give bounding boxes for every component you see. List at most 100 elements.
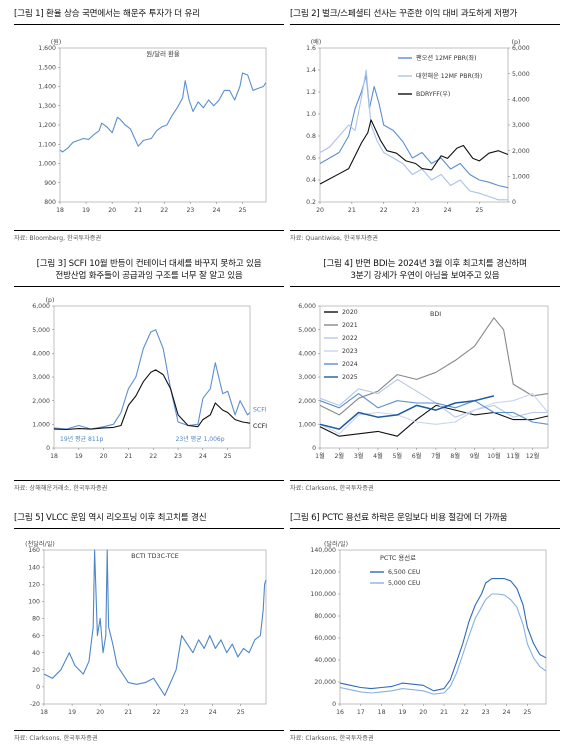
x-tick-label: 10월 (487, 452, 501, 460)
y-tick-label: 60 (32, 633, 40, 640)
source-rule (14, 480, 284, 481)
chart-title-line-2: 전방산업 화주들이 공급과잉 구조를 너무 잘 알고 있음 (55, 271, 243, 281)
x-tick-label: 20 (100, 453, 108, 460)
x-tick-label: 4월 (373, 452, 383, 460)
y2-tick-label: 0 (512, 199, 516, 206)
series-end-label: CCFI (253, 423, 267, 430)
y-tick-label: 1,600 (38, 45, 56, 52)
series-line-2025 (319, 395, 495, 430)
x-tick-label: 6월 (412, 452, 422, 460)
y2-tick-label: 6,000 (512, 45, 530, 52)
series-line-bcti-td3c-tce (43, 549, 267, 696)
source-note: 자료: Clarksons, 한국투자증권 (290, 735, 374, 742)
title-rule (14, 286, 284, 287)
y-axis-unit: (천달러/일) (25, 540, 55, 548)
x-tick-label: 24 (444, 207, 452, 214)
y-tick-label: 20 (32, 667, 40, 674)
y-tick-label: 100 (28, 599, 40, 606)
source-rule (14, 230, 284, 231)
y-axis-unit: (p) (46, 297, 55, 304)
y-tick-label: 0.6 (306, 155, 316, 162)
annotation-2023-average: 23년 평균 1,006p (176, 435, 225, 443)
x-tick-label: 5월 (392, 452, 402, 460)
y-tick-label: 140 (28, 564, 40, 571)
x-tick-label: 9월 (470, 452, 480, 460)
legend-label: 대한해운 12MF PBR(좌) (416, 72, 482, 80)
title-rule (14, 528, 284, 529)
plot-frame (339, 549, 547, 705)
series-label: PCTC 용선료 (380, 553, 416, 562)
x-tick-label: 23 (186, 207, 194, 214)
y-tick-label: 5,000 (32, 327, 50, 334)
series-line-2020 (319, 404, 549, 437)
x-tick-label: 19 (68, 709, 76, 716)
legend-label: 2020 (342, 309, 358, 316)
x-tick-label: 22 (380, 207, 388, 214)
x-tick-label: 21 (348, 207, 356, 214)
source-note: 자료: 상해해운거래소, 한국투자증권 (14, 485, 108, 492)
source-rule (290, 230, 560, 231)
y-tick-label: 2,000 (298, 398, 316, 405)
x-tick-label: 19 (75, 453, 83, 460)
legend-label: BDRYFF(우) (416, 91, 450, 98)
y-tick-label: 100,000 (310, 591, 336, 598)
y-tick-label: 4,000 (32, 351, 50, 358)
y-tick-label: 0 (332, 701, 336, 708)
x-tick-label: 24 (213, 207, 221, 214)
y-axis-unit: (배) (311, 38, 322, 46)
legend-label: 2023 (342, 348, 358, 355)
series-end-label: SCFI (253, 407, 267, 414)
y-tick-label: 6,000 (298, 303, 316, 310)
source-rule (290, 480, 560, 481)
x-tick-label: 18 (50, 453, 58, 460)
y-tick-label: 120,000 (310, 569, 336, 576)
y-tick-label: 1.2 (306, 89, 316, 96)
x-tick-label: 20 (108, 207, 116, 214)
x-tick-label: 22 (461, 709, 469, 716)
x-tick-label: 23 (482, 709, 490, 716)
series-label: BDI (430, 310, 441, 318)
chart-title: [그림 2] 벌크/스페셜티 선사는 꾸준한 이익 대비 과도하게 저평가 (290, 9, 518, 19)
x-tick-label: 24 (503, 709, 511, 716)
chart-title: [그림 1] 환율 상승 국면에서는 해운주 투자가 더 유리 (14, 9, 200, 19)
y2-tick-label: 5,000 (512, 71, 530, 78)
x-tick-label: 11월 (506, 452, 520, 460)
title-rule (290, 528, 560, 529)
source-note: 자료: Clarksons, 한국투자증권 (14, 735, 98, 742)
series-line-scfi (53, 329, 251, 430)
series-line-2023 (319, 393, 549, 435)
source-rule (290, 730, 560, 731)
legend-label: 팬오션 12MF PBR(좌) (416, 54, 477, 62)
y-tick-label: 1.4 (306, 67, 316, 74)
chart-fig5: -20 0 20 40 60 80 100 120 140 160 18 19 20 21 22 23 24 25… (25, 540, 267, 716)
chart-title-line-1: [그림 3] SCFI 10월 반등이 컨테이너 대세를 바꾸지 못하고 있음 (36, 259, 262, 269)
x-tick-label: 23 (412, 207, 420, 214)
y-tick-label: 5,000 (298, 327, 316, 334)
y2-tick-label: 4,000 (512, 97, 530, 104)
legend-label: 2025 (342, 374, 358, 381)
y-tick-label: 1,200 (38, 122, 56, 129)
title-rule (14, 24, 284, 25)
x-tick-label: 22 (149, 453, 157, 460)
y-tick-label: 2,000 (32, 398, 50, 405)
chart-title-line-2: 3분기 강세가 우연이 아님을 보여주고 있음 (350, 271, 500, 281)
panel-fig1: [그림 1] 환율 상승 국면에서는 해운주 투자가 더 유리 800 900 1,… (14, 8, 284, 248)
y-tick-label: 40 (32, 650, 40, 657)
y-tick-label: 20,000 (314, 679, 336, 686)
y2-tick-label: 1,000 (512, 174, 530, 181)
x-tick-label: 1월 (315, 452, 325, 460)
plot-frame (43, 549, 267, 705)
series-line-2021 (319, 317, 549, 416)
y-tick-label: 80,000 (314, 613, 336, 620)
x-tick-label: 3월 (354, 452, 364, 460)
chart-fig4: 0 1,000 2,000 3,000 4,000 5,000 6,000 1월 2월 3월 4월 5… (298, 303, 549, 460)
y-tick-label: 1,000 (38, 161, 56, 168)
x-tick-label: 25 (237, 709, 245, 716)
y-tick-label: 3,000 (32, 374, 50, 381)
x-tick-label: 21 (124, 453, 132, 460)
series-line-6-500-ceu (339, 578, 547, 692)
y-tick-label: 120 (28, 581, 40, 588)
y-tick-label: 1,500 (38, 64, 56, 71)
y-tick-label: 0 (36, 684, 40, 691)
series-line--12mf-pbr- (319, 74, 509, 189)
